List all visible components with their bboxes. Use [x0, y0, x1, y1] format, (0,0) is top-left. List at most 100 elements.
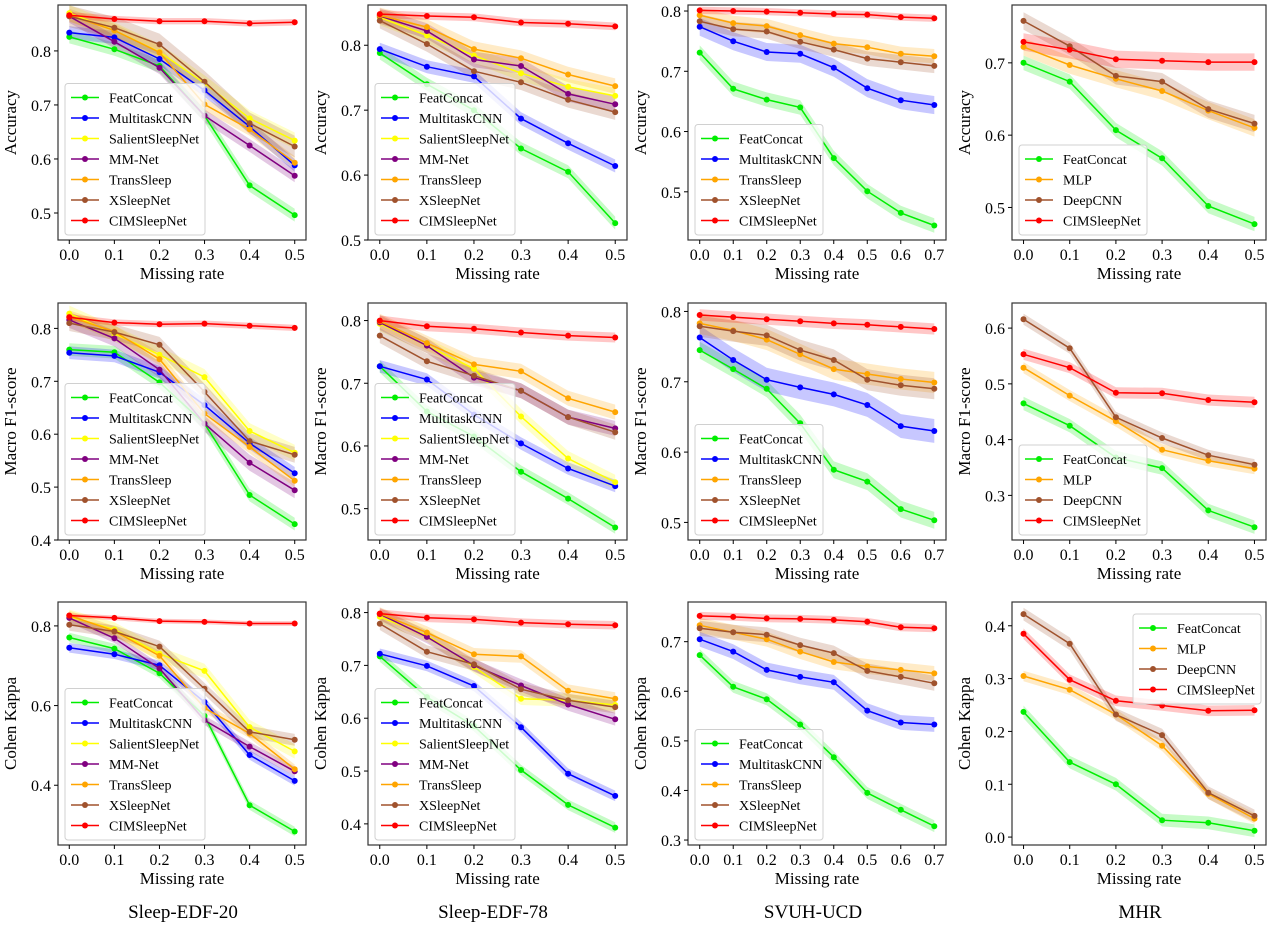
legend-item: SalientSleepNet — [71, 133, 199, 148]
legend-label: CIMSleepNet — [739, 515, 817, 530]
data-point-salientsleepnet — [423, 32, 430, 39]
data-point-transsleep — [246, 443, 253, 450]
legend-item: XSleepNet — [71, 799, 171, 814]
x-tick-label: 0.4 — [1198, 247, 1218, 264]
chart-macro-f1-sleep-edf-20: 0.0 0.1 0.2 0.3 0.4 0.5 0.4 0.5 0.6 0.7 0.8 Missing… — [1, 302, 307, 583]
legend-label: XSleepNet — [739, 799, 801, 814]
legend-item: SalientSleepNet — [71, 738, 199, 753]
legend-swatch-marker — [712, 176, 718, 183]
legend-item: MLP — [1025, 474, 1092, 489]
y-tick-label: 0.8 — [31, 44, 51, 61]
chart-macro-f1-sleep-edf-78: 0.0 0.1 0.2 0.3 0.4 0.5 0.5 0.6 0.7 0.8 Missing ra… — [311, 302, 628, 583]
legend-label: CIMSleepNet — [739, 820, 817, 835]
y-tick-label: 0.7 — [985, 56, 1005, 73]
series-line-mlp — [1023, 367, 1255, 470]
legend-box — [1018, 144, 1148, 236]
data-point-transsleep — [291, 766, 298, 773]
data-point-salientsleepnet — [291, 748, 298, 755]
legend-swatch-marker — [82, 740, 88, 747]
data-point-featconcat — [111, 645, 118, 652]
data-point-multitaskcnn — [423, 662, 430, 669]
x-tick-label: 0.1 — [723, 852, 743, 869]
legend-label: FeatConcat — [419, 392, 483, 407]
chart-accuracy-svuh-ucd: 0.0 0.1 0.2 0.3 0.4 0.5 0.6 0.7 0.5 0.6 0.7 0.8 Miss… — [631, 4, 947, 283]
data-point-deepcnn — [1159, 732, 1166, 739]
x-tick-label: 0.2 — [464, 852, 484, 869]
confidence-band-transsleep — [699, 312, 935, 393]
data-point-multitaskcnn — [864, 85, 871, 92]
legend-swatch-marker — [82, 94, 88, 101]
y-tick-label: 0.7 — [341, 658, 361, 675]
confidence-band-mlp — [1023, 670, 1255, 824]
legend-label: XSleepNet — [419, 494, 481, 509]
legend-label: XSleepNet — [739, 494, 801, 509]
data-point-salientsleepnet — [246, 428, 253, 434]
x-tick-label: 0.3 — [1152, 247, 1172, 264]
data-point-multitaskcnn — [471, 683, 477, 689]
x-tick-label: 0.2 — [149, 247, 169, 264]
legend-label: DeepCNN — [1177, 663, 1236, 678]
legend-label: TransSleep — [419, 174, 482, 189]
data-point-xsleepnet — [423, 41, 430, 47]
data-point-multitaskcnn — [376, 650, 383, 657]
data-point-cimsleepnet — [156, 18, 163, 25]
data-point-multitaskcnn — [864, 707, 871, 714]
data-point-featconcat — [612, 524, 619, 531]
confidence-band-xsleepnet — [69, 5, 295, 158]
confidence-band-mlp — [1023, 362, 1255, 475]
x-tick-label: 0.4 — [558, 852, 578, 869]
data-point-xsleepnet — [471, 372, 477, 379]
legend-label: FeatConcat — [109, 392, 173, 407]
data-point-cimsleepnet — [376, 11, 383, 18]
legend-item: XSleepNet — [381, 494, 481, 509]
axes-frame — [687, 302, 947, 541]
legend-swatch-marker — [1036, 197, 1042, 203]
data-point-cimsleepnet — [291, 19, 298, 26]
data-point-transsleep — [730, 20, 737, 27]
data-point-transsleep — [423, 24, 430, 31]
data-point-xsleepnet — [246, 120, 253, 127]
legend-item: TransSleep — [71, 174, 172, 189]
chart-cohen-kappa-mhr: 0.0 0.1 0.2 0.3 0.4 0.5 0.0 0.1 0.2 0.3 0.4 Missing… — [955, 601, 1267, 888]
legend-label: FeatConcat — [739, 433, 803, 448]
data-point-featconcat — [1159, 817, 1166, 824]
legend-swatch-marker — [712, 135, 718, 142]
legend-swatch-marker — [82, 822, 88, 829]
legend-label: MultitaskCNN — [739, 758, 822, 773]
series-line-cimsleepnet — [69, 316, 295, 329]
data-point-cimsleepnet — [201, 618, 208, 625]
data-point-multitaskcnn — [931, 428, 938, 434]
legend-swatch-marker — [1036, 497, 1042, 503]
legend-swatch-marker — [392, 94, 398, 101]
data-point-cimsleepnet — [797, 318, 804, 325]
legend-swatch-marker — [712, 517, 718, 524]
x-tick-label: 0.5 — [1244, 547, 1264, 564]
data-point-xsleepnet — [565, 96, 572, 103]
y-tick-label: 0.8 — [661, 4, 681, 21]
data-point-featconcat — [1205, 203, 1212, 209]
legend-item: TransSleep — [381, 779, 482, 794]
confidence-band-multitaskcnn — [699, 17, 935, 115]
data-point-xsleepnet — [931, 680, 938, 687]
data-point-xsleepnet — [518, 387, 524, 394]
series-line-xsleepnet — [379, 19, 616, 113]
data-point-multitaskcnn — [376, 363, 383, 370]
data-point-salientsleepnet — [201, 667, 208, 674]
y-tick-label: 0.5 — [985, 377, 1005, 394]
legend-item: FeatConcat — [71, 697, 173, 712]
y-tick-label: 0.4 — [31, 533, 51, 550]
x-tick-label: 0.1 — [417, 852, 437, 869]
x-tick-label: 0.3 — [511, 247, 531, 264]
legend-label: CIMSleepNet — [1063, 215, 1141, 230]
legend-item: FeatConcat — [701, 133, 803, 148]
legend-box — [694, 124, 824, 236]
legend-swatch-marker — [392, 476, 398, 483]
data-point-featconcat — [1251, 221, 1258, 228]
series-line-transsleep — [379, 14, 616, 87]
y-tick-label: 0.6 — [31, 427, 51, 444]
data-point-salientsleepnet — [201, 374, 208, 381]
data-point-mm-net — [423, 633, 430, 640]
series-line-cimsleepnet — [1023, 41, 1255, 63]
y-tick-label: 0.5 — [31, 206, 51, 223]
legend-item: MultitaskCNN — [701, 453, 822, 468]
